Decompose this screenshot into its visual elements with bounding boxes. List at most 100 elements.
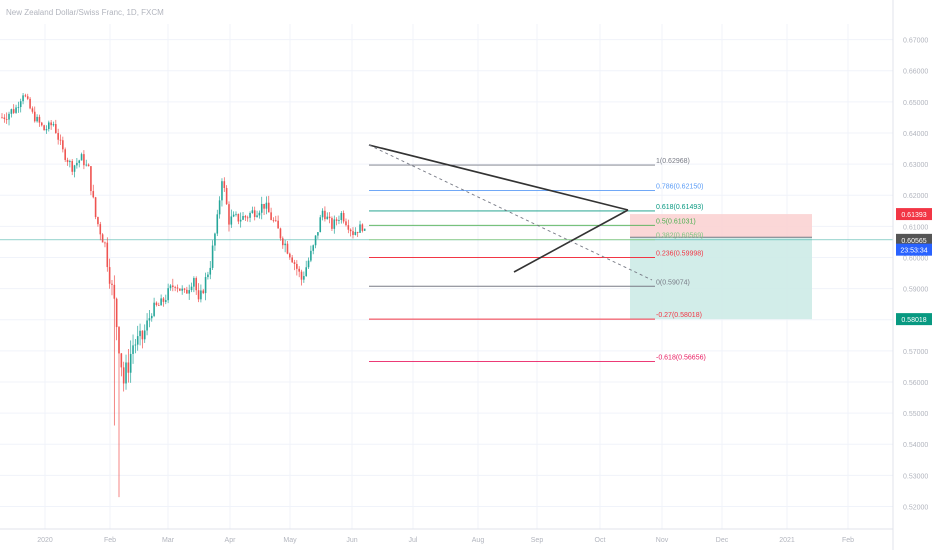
candle-body <box>120 353 123 368</box>
candle-body <box>153 302 155 316</box>
candle-body <box>87 164 90 167</box>
take-profit-zone <box>630 237 812 320</box>
price-tick-label: 0.57000 <box>903 349 928 356</box>
candle-body <box>64 149 66 160</box>
candle-body <box>312 245 315 251</box>
candle-body <box>186 289 188 294</box>
price-tick-label: 0.56000 <box>903 380 928 387</box>
candle-body <box>111 283 113 285</box>
candle-body <box>80 154 83 161</box>
price-tick-label: 0.53000 <box>903 473 928 480</box>
candle-body <box>331 218 333 229</box>
candle-body <box>122 367 125 384</box>
candle-body <box>352 231 354 235</box>
candle-body <box>263 203 265 209</box>
candle-body <box>251 210 254 213</box>
candle-body <box>333 219 336 229</box>
candle-body <box>132 345 134 354</box>
dashed-trendline[interactable] <box>368 144 653 281</box>
candle-body <box>76 162 78 166</box>
candle-body <box>118 327 120 354</box>
candle-body <box>83 154 85 166</box>
trend-drawings[interactable] <box>368 144 653 281</box>
candle-body <box>256 215 258 217</box>
candle-body <box>279 228 282 239</box>
candle-body <box>258 212 261 216</box>
candle-body <box>225 188 228 205</box>
triangle-upper-trendline[interactable] <box>368 144 629 211</box>
candle-body <box>244 215 247 218</box>
price-tick-label: 0.66000 <box>903 69 928 76</box>
candle-body <box>253 210 256 217</box>
candle-body <box>221 181 223 201</box>
time-tick-label: Oct <box>595 537 606 544</box>
candle-body <box>202 290 205 294</box>
time-tick-label: Sep <box>531 537 544 544</box>
candle-body <box>260 203 263 213</box>
time-tick-label: 2020 <box>37 537 53 544</box>
candle-body <box>29 98 31 109</box>
candle-body <box>209 267 212 275</box>
candle-body <box>242 215 244 220</box>
candle-body <box>216 214 219 234</box>
candlestick-series <box>1 93 366 498</box>
time-axis[interactable]: 2020 Feb Mar Apr May Jun Jul Aug Sep Oct Nov Dec 202… <box>0 528 893 544</box>
candle-body <box>174 287 176 288</box>
candle-body <box>342 213 345 222</box>
candle-body <box>326 216 329 220</box>
candle-body <box>181 288 183 291</box>
candle-body <box>148 318 151 321</box>
candle-body <box>179 288 181 291</box>
candle-body <box>340 213 343 221</box>
candle-body <box>307 260 310 268</box>
price-axis-badge-label: 23:53:34 <box>900 248 927 255</box>
candle-body <box>284 243 286 246</box>
candle-body <box>324 210 326 220</box>
candle-body <box>218 200 221 215</box>
price-axis[interactable]: 0.67000 0.66000 0.65000 0.64000 0.63000 0.620… <box>892 0 932 550</box>
candle-body <box>267 202 270 213</box>
price-tick-label: 0.61000 <box>903 224 928 231</box>
fibonacci-retracement[interactable]: 1(0.62968) 0.786(0.62150) 0.618(0.61493) 0.… <box>369 158 706 362</box>
candle-body <box>99 224 102 235</box>
candle-body <box>57 133 59 140</box>
grid <box>0 24 893 529</box>
candle-body <box>228 204 230 225</box>
candle-body <box>359 224 361 233</box>
candle-body <box>146 320 148 331</box>
candle-body <box>97 217 99 225</box>
candle-body <box>338 220 340 221</box>
candle-body <box>85 164 88 166</box>
price-axis-badge <box>896 208 932 221</box>
symbol-title: New Zealand Dollar/Swiss Franc, 1D, FXCM <box>6 8 164 17</box>
candle-body <box>106 242 109 268</box>
candle-body <box>62 140 64 150</box>
candle-body <box>143 330 146 340</box>
candle-body <box>129 353 132 373</box>
candle-body <box>197 290 200 300</box>
candle-body <box>26 96 29 99</box>
time-tick-label: Jul <box>409 537 418 544</box>
candle-body <box>319 217 322 233</box>
price-tick-label: 0.59000 <box>903 287 928 294</box>
candle-body <box>293 262 296 264</box>
candle-body <box>78 160 81 163</box>
candle-body <box>211 245 214 268</box>
candle-body <box>155 302 158 306</box>
candle-body <box>22 95 24 102</box>
candle-body <box>90 166 92 192</box>
price-tick-label: 0.63000 <box>903 162 928 169</box>
candle-body <box>214 233 216 246</box>
candle-body <box>356 231 359 233</box>
price-axis-badge <box>896 243 932 256</box>
candle-body <box>48 122 50 130</box>
candle-body <box>134 344 137 346</box>
price-tick-label: 0.65000 <box>903 100 928 107</box>
candle-body <box>265 202 268 209</box>
price-axis-badge-label: 0.61393 <box>901 212 926 219</box>
candle-body <box>298 268 300 272</box>
candle-body <box>15 107 17 113</box>
candle-body <box>19 101 22 108</box>
